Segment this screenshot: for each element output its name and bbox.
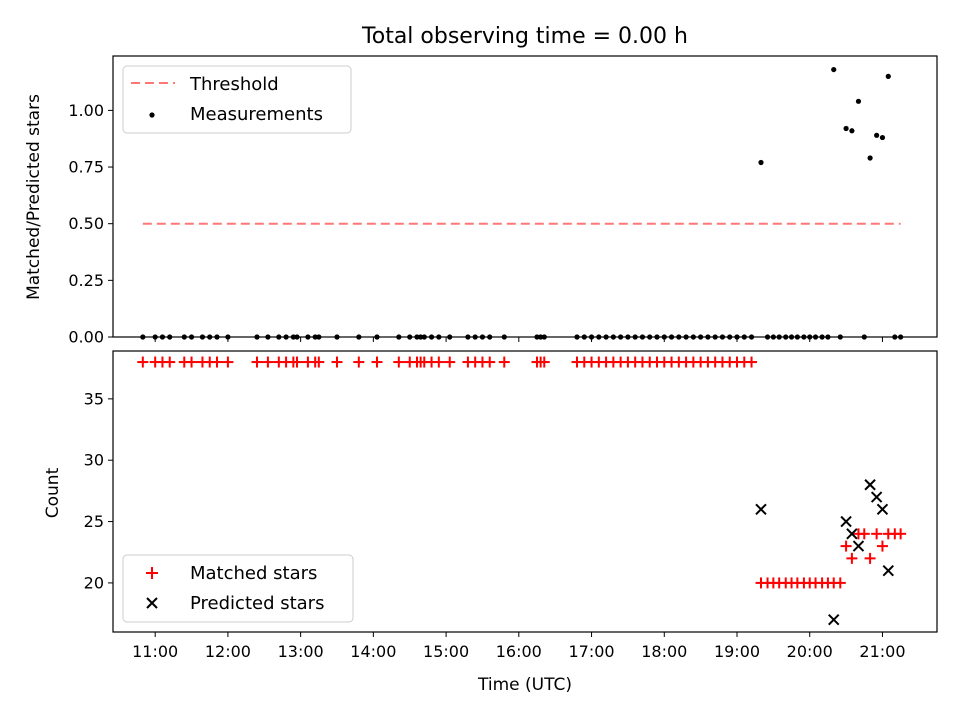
measurement-point (867, 155, 873, 161)
predicted-star-point (870, 491, 883, 503)
matched-star-point (444, 356, 456, 368)
predicted-star-point (840, 515, 852, 528)
x-tick-label: 16:00 (496, 642, 542, 661)
y-tick-label: 20 (84, 573, 104, 592)
x-axis-label: Time (UTC) (477, 675, 572, 695)
legend-measurements-swatch (149, 112, 155, 118)
bottom-y-axis-label: Count (43, 467, 63, 518)
matched-star-point (864, 552, 876, 564)
bottom-legend-box (122, 554, 354, 623)
matched-star-point (393, 356, 405, 368)
x-tick-label: 17:00 (568, 642, 614, 661)
matched-star-point (186, 356, 198, 368)
x-tick-label: 21:00 (859, 642, 905, 661)
matched-star-point (313, 356, 325, 368)
predicted-star-point (876, 503, 889, 515)
matched-star-point (291, 356, 303, 368)
x-tick-label: 11:00 (132, 642, 178, 661)
matched-star-point (222, 356, 234, 368)
predicted-star-point (828, 614, 840, 626)
matched-star-point (746, 356, 758, 368)
x-tick-label: 12:00 (205, 642, 251, 661)
x-tick-label: 14:00 (350, 642, 396, 661)
bottom-axes-frame (112, 350, 938, 633)
predicted-star-point (846, 528, 858, 540)
measurement-point (758, 159, 764, 166)
legend-predicted-swatch (146, 597, 158, 609)
top-legend-box (122, 65, 352, 134)
legend-matched-label: Matched stars (190, 563, 317, 584)
matched-star-point (876, 540, 888, 552)
y-tick-label: 0.50 (68, 214, 104, 233)
matched-star-point (538, 356, 550, 368)
matched-star-point (433, 356, 445, 368)
measurement-point (885, 73, 891, 79)
chart-title: Total observing time = 0.00 h (361, 24, 688, 49)
matched-star-point (211, 356, 223, 368)
matched-star-point (846, 552, 858, 564)
legend-measurements-label: Measurements (190, 104, 323, 125)
measurement-point (855, 98, 862, 104)
matched-star-point (353, 356, 365, 368)
legend-matched-swatch (146, 567, 158, 579)
y-tick-label: 35 (84, 389, 104, 408)
top-y-axis-label: Matched/Predicted stars (24, 94, 44, 300)
matched-star-point (137, 356, 149, 368)
measurement-point (849, 128, 855, 134)
matched-star-point (262, 356, 274, 368)
y-tick-label: 25 (84, 512, 104, 531)
y-tick-label: 1.00 (68, 101, 104, 120)
y-tick-label: 30 (84, 451, 104, 470)
legend-threshold-label: Threshold (189, 74, 279, 95)
x-tick-label: 19:00 (714, 642, 760, 661)
measurement-point (879, 134, 886, 141)
x-tick-label: 20:00 (787, 642, 833, 661)
legend-predicted-label: Predicted stars (190, 593, 324, 614)
predicted-star-point (882, 564, 894, 577)
predicted-star-point (864, 479, 876, 491)
matched-star-point (251, 356, 263, 368)
x-tick-label: 18:00 (641, 642, 687, 661)
measurement-point (831, 66, 837, 73)
matched-star-point (371, 356, 383, 368)
matched-star-point (858, 528, 870, 540)
x-tick-label: 15:00 (423, 642, 469, 661)
x-tick-label: 13:00 (278, 642, 324, 661)
matched-star-point (331, 356, 343, 368)
bottom-plot-area: 20 25 30 35 11:00 12:00 13:00 14:00 15:00 16:00 17… (84, 356, 907, 661)
y-tick-label: 0.25 (68, 271, 104, 290)
matched-star-point (484, 356, 496, 368)
matched-star-point (840, 540, 852, 552)
matched-star-point (834, 577, 846, 589)
top-axes-frame (112, 55, 938, 338)
predicted-star-point (852, 540, 865, 552)
matched-star-point (498, 356, 510, 368)
matched-star-point (895, 528, 907, 540)
bottom-legend: Matched stars Predicted stars (122, 554, 354, 623)
y-tick-label: 0.75 (68, 158, 104, 177)
measurement-point (843, 125, 849, 132)
matched-star-point (871, 528, 883, 540)
y-tick-label: 0.00 (68, 328, 104, 347)
top-legend: Threshold Measurements (122, 65, 352, 134)
matched-star-point (164, 356, 176, 368)
predicted-star-point (755, 503, 767, 515)
measurement-point (874, 132, 880, 138)
